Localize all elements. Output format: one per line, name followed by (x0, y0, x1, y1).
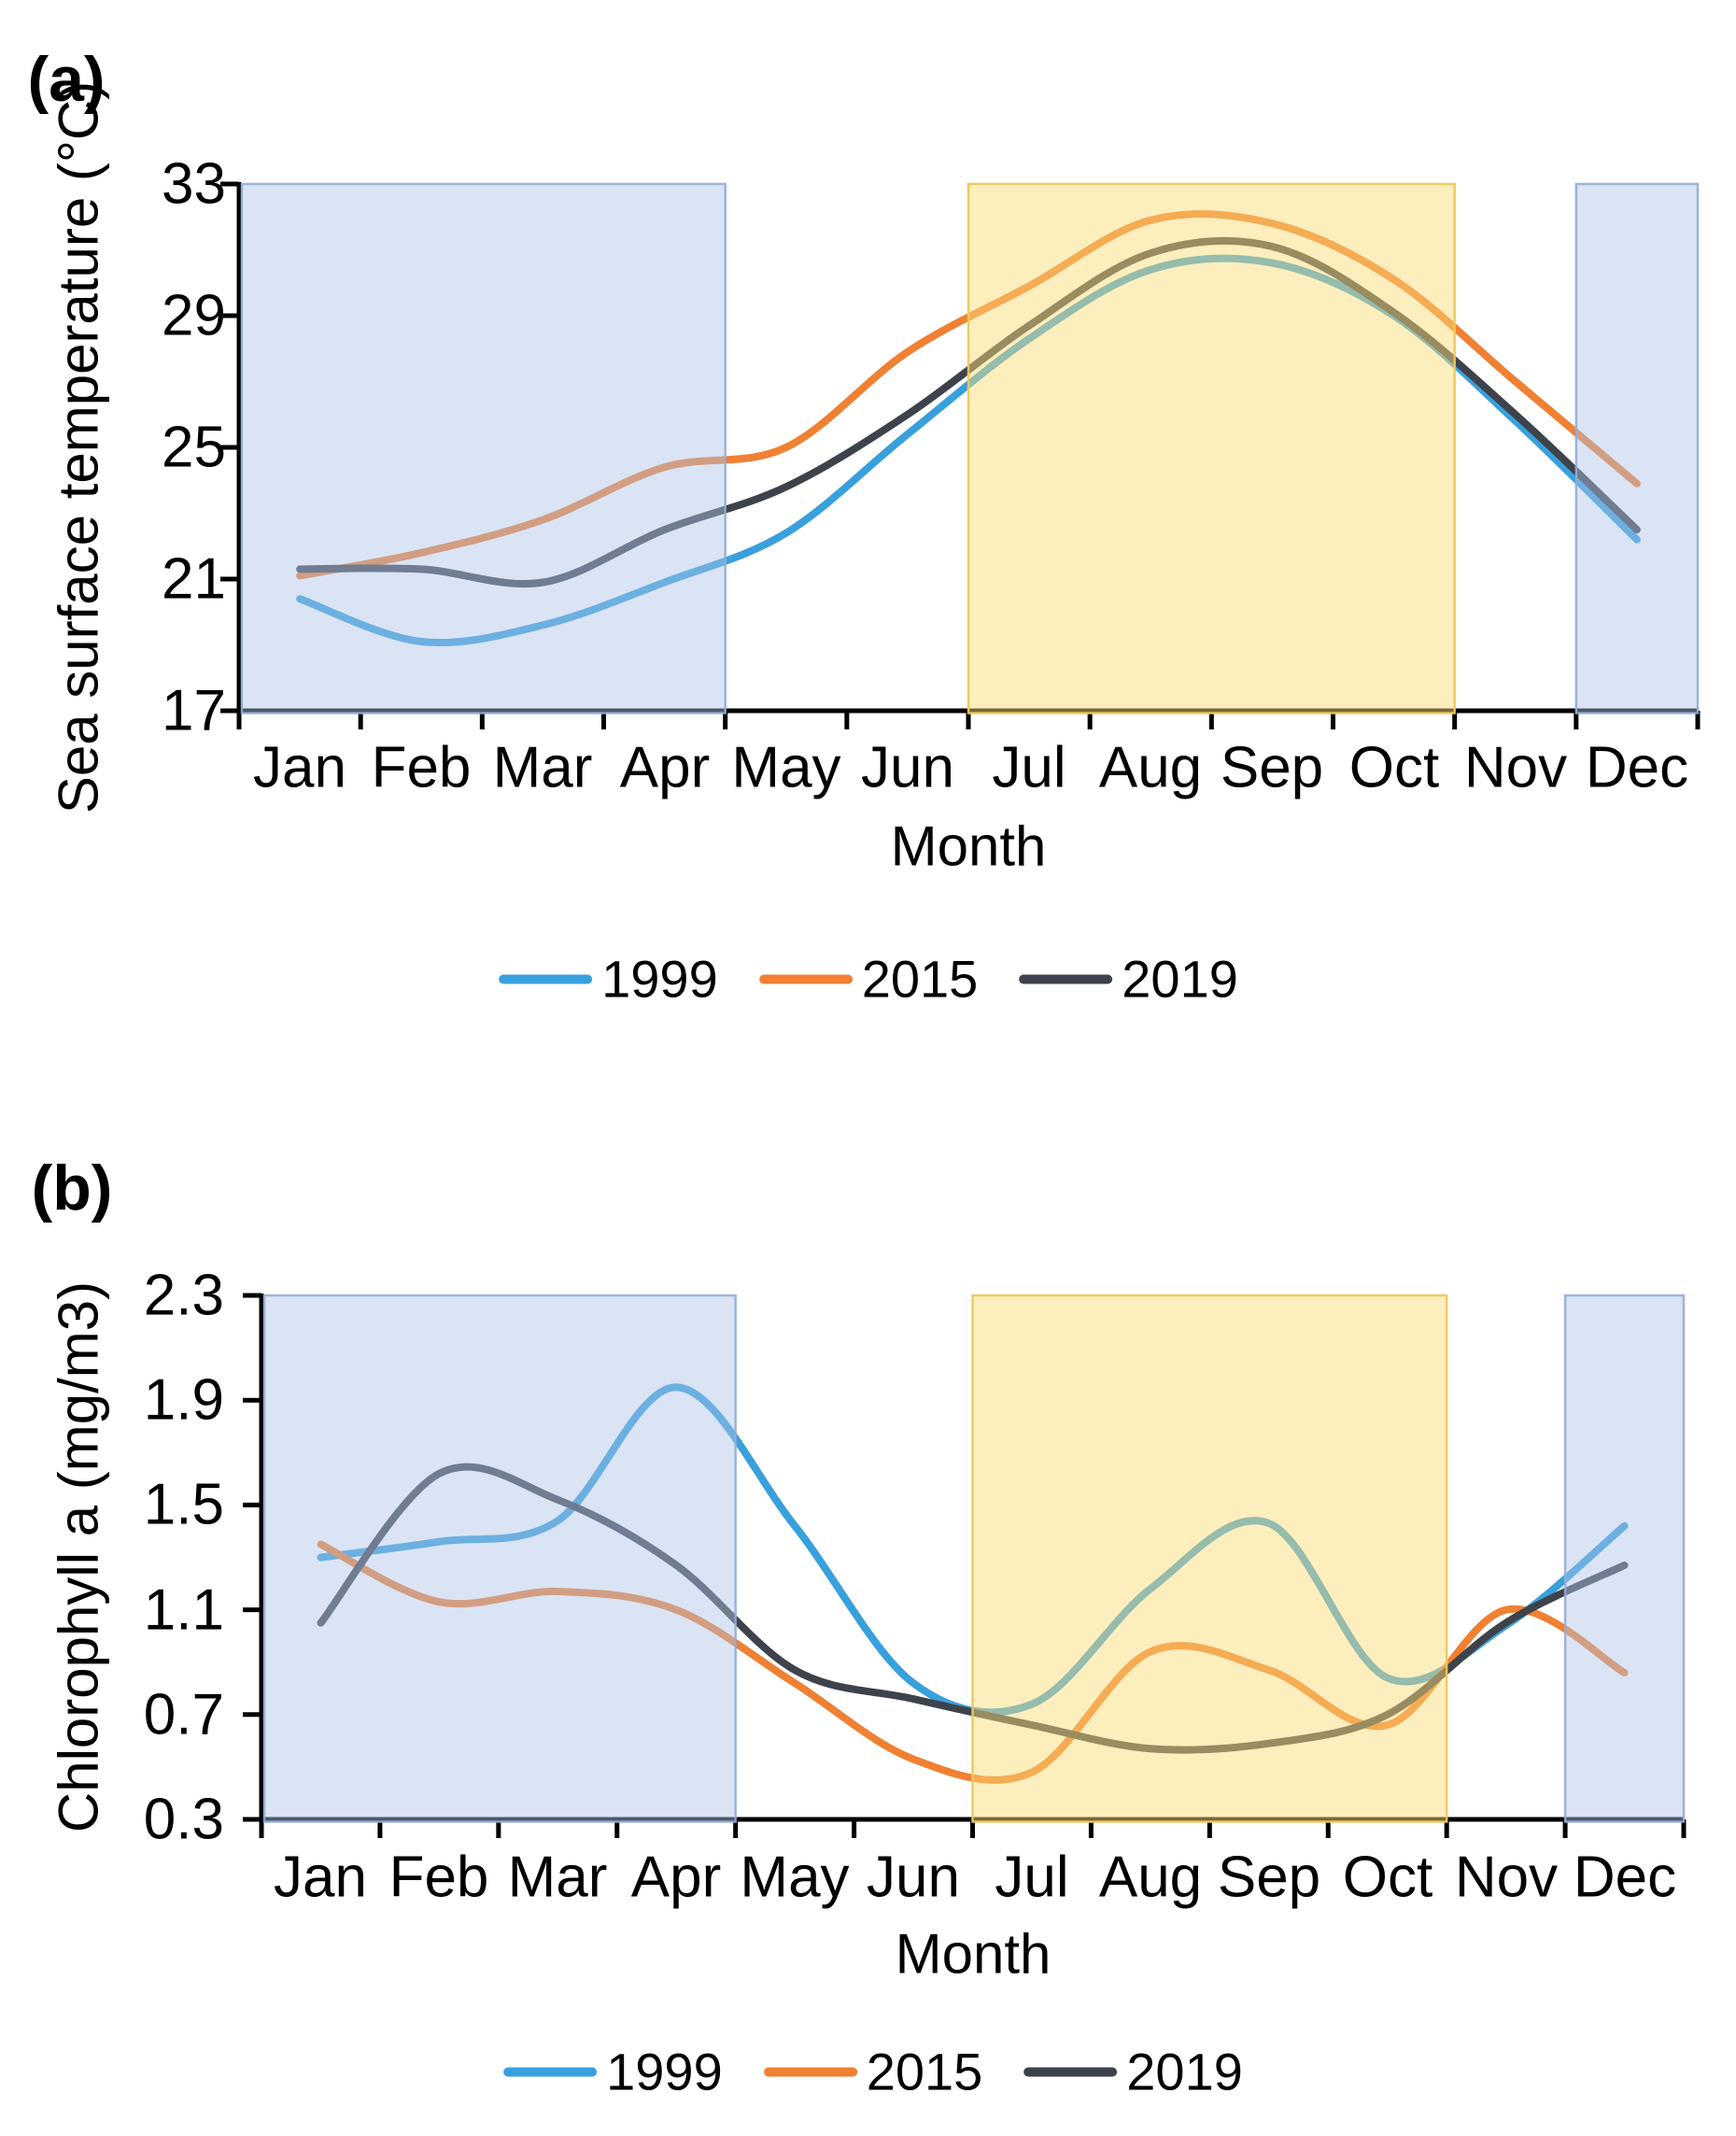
panel-b-legend: 1999 2015 2019 (483, 2042, 1263, 2102)
y-tick-label: 0.3 (143, 1787, 224, 1852)
x-tick-label: Jan (274, 1845, 367, 1910)
panel-a-legend: 1999 2015 2019 (478, 949, 1259, 1010)
x-tick-label: May (740, 1845, 850, 1910)
legend-label: 2019 (1122, 949, 1238, 1009)
series-line-2019 (317, 1463, 1629, 1754)
legend-label: 2019 (1126, 2042, 1243, 2101)
x-tick-label: Aug (1098, 735, 1203, 800)
series-line-2015 (296, 210, 1641, 580)
panel-b-x-axis-title: Month (895, 1922, 1051, 1986)
y-tick-label: 17 (162, 678, 226, 743)
legend-label: 1999 (601, 949, 718, 1009)
shaded-region-Dec (1563, 1294, 1686, 1823)
legend-label: 2015 (866, 2042, 983, 2101)
y-tick-label: 1.9 (143, 1367, 224, 1433)
x-tick-label: Feb (371, 735, 472, 800)
x-tick-label: Apr (630, 1845, 722, 1910)
legend-line-swatch (1023, 2067, 1118, 2076)
legend-label: 2015 (861, 949, 979, 1009)
series-line-2019 (296, 236, 1641, 588)
x-tick-label: Jul (995, 1845, 1069, 1910)
shaded-region-Jan-Apr (240, 182, 727, 714)
x-tick-label: Sep (1220, 735, 1324, 800)
panel-a-x-axis-title: Month (890, 814, 1047, 878)
legend-item: 2019 (1019, 949, 1238, 1010)
x-tick-label: Oct (1342, 1845, 1433, 1910)
y-tick-label: 29 (162, 283, 226, 348)
legend-item: 1999 (499, 949, 718, 1010)
shaded-region-Jul-Oct (967, 182, 1456, 714)
shaded-region-Dec (1574, 182, 1700, 714)
y-tick-label: 33 (162, 151, 226, 217)
legend-label: 1999 (606, 2042, 723, 2101)
y-tick-label: 0.7 (143, 1682, 224, 1747)
x-tick-label: Mar (492, 735, 593, 800)
x-tick-label: Jul (992, 735, 1066, 800)
series-line-2015 (317, 1540, 1629, 1784)
x-tick-label: Jun (867, 1845, 960, 1910)
shaded-region-Jul-Oct (971, 1294, 1448, 1823)
y-tick-label: 25 (162, 415, 226, 480)
x-tick-label: May (731, 735, 841, 800)
legend-item: 1999 (503, 2042, 723, 2102)
x-tick-label: Dec (1573, 1845, 1677, 1910)
panel-b-label: (b) (31, 1153, 113, 1224)
x-tick-label: Mar (507, 1845, 608, 1910)
panel-a-y-axis-title: Sea surface temperature (°C) (47, 80, 110, 814)
panel-a-label: (a) (27, 44, 106, 115)
x-tick-label: Oct (1348, 735, 1440, 800)
y-tick-label: 1.5 (143, 1472, 224, 1537)
x-tick-label: Dec (1585, 735, 1689, 800)
legend-line-swatch (503, 2067, 598, 2076)
x-tick-label: Nov (1463, 735, 1568, 800)
legend-item: 2019 (1023, 2042, 1243, 2102)
x-tick-label: Nov (1454, 1845, 1559, 1910)
legend-line-swatch (1019, 974, 1113, 983)
x-tick-label: Sep (1217, 1845, 1321, 1910)
legend-line-swatch (499, 974, 593, 983)
x-tick-label: Apr (619, 735, 711, 800)
y-tick-label: 21 (162, 546, 226, 612)
legend-line-swatch (763, 2067, 857, 2076)
x-tick-label: Jan (253, 735, 346, 800)
x-tick-label: Jun (861, 735, 954, 800)
legend-item: 2015 (763, 2042, 983, 2102)
shaded-region-Jan-Apr (262, 1294, 737, 1823)
y-tick-label: 2.3 (143, 1263, 224, 1328)
legend-line-swatch (758, 974, 853, 983)
y-tick-label: 1.1 (143, 1577, 224, 1643)
panel-b-y-axis-title: Chlorophyll a (mg/m3) (47, 1280, 110, 1833)
x-tick-label: Aug (1098, 1845, 1203, 1910)
legend-item: 2015 (758, 949, 979, 1010)
x-tick-label: Feb (388, 1845, 489, 1910)
